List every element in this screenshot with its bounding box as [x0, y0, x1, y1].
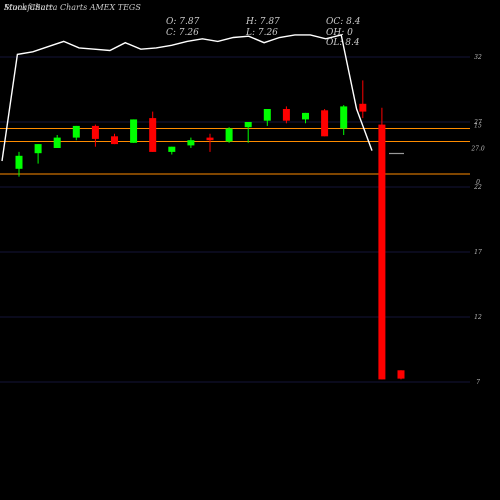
ol-value: OL: 8.4 — [326, 38, 360, 48]
candle — [263, 109, 271, 126]
candle — [111, 133, 118, 145]
candle-body — [168, 146, 176, 152]
y-axis-ticks: 32 27 22 17 12 7 15 27.0 0 — [470, 54, 485, 386]
candle-body — [53, 137, 61, 148]
candle-body — [340, 106, 348, 129]
low-value: L: 7.26 — [245, 28, 278, 38]
candle-body — [378, 124, 386, 380]
candle — [225, 127, 233, 143]
guide-levels — [0, 128, 470, 175]
chart-title-overlay: Stock Chart — [4, 3, 53, 12]
candle — [282, 106, 290, 124]
y-tick-label: 7 — [476, 379, 480, 386]
candle — [53, 135, 61, 148]
candle — [34, 144, 42, 164]
y-tick-label: 27 — [473, 119, 482, 126]
candle — [302, 112, 309, 124]
candle-body — [206, 137, 214, 141]
candle — [15, 151, 23, 177]
y-tick-label: 12 — [474, 314, 482, 321]
price-line — [1, 34, 373, 162]
candle-body — [187, 140, 195, 146]
level-label: 0 — [476, 179, 480, 186]
high-value: H: 7.87 — [245, 17, 280, 27]
candle-body — [111, 136, 118, 145]
candle-body — [130, 119, 138, 143]
candle-body — [91, 125, 99, 139]
candle — [359, 80, 367, 119]
close-value: C: 7.26 — [166, 28, 199, 38]
open-value: O: 7.87 — [166, 17, 200, 27]
candle — [187, 137, 195, 148]
y-tick-label: 17 — [474, 249, 482, 256]
candle-body — [282, 109, 290, 121]
candle — [130, 119, 138, 143]
candle — [206, 133, 214, 152]
price-line-layer — [1, 34, 373, 162]
candle-body — [321, 110, 329, 137]
oc-value: OC: 8.4 — [326, 17, 361, 27]
y-tick-label: 32 — [474, 54, 482, 61]
candle-body — [225, 128, 233, 142]
candles — [15, 80, 405, 380]
candle — [244, 122, 252, 143]
candle-body — [149, 118, 157, 152]
candle — [149, 111, 157, 152]
chart-title: MunafaSutra Charts AMEX TEGS — [3, 3, 141, 12]
candle-body — [34, 144, 42, 154]
y-tick-label: 22 — [473, 184, 482, 191]
level-label: 15 — [474, 123, 482, 130]
gridlines — [0, 56, 470, 383]
candle — [91, 124, 99, 147]
candle — [72, 125, 80, 141]
level-label: 27.0 — [470, 146, 485, 153]
candle-body — [359, 103, 367, 112]
candle-body — [15, 155, 23, 169]
candle-body — [72, 125, 80, 138]
candle-body — [397, 370, 405, 379]
candle-body — [263, 109, 271, 121]
candle — [168, 146, 176, 155]
candle — [397, 370, 405, 380]
candle — [340, 105, 348, 135]
candle-body — [302, 112, 309, 120]
candle — [378, 107, 386, 380]
candle — [321, 109, 329, 137]
oh-value: OH: 0 — [326, 28, 353, 38]
candle-body — [244, 122, 252, 128]
